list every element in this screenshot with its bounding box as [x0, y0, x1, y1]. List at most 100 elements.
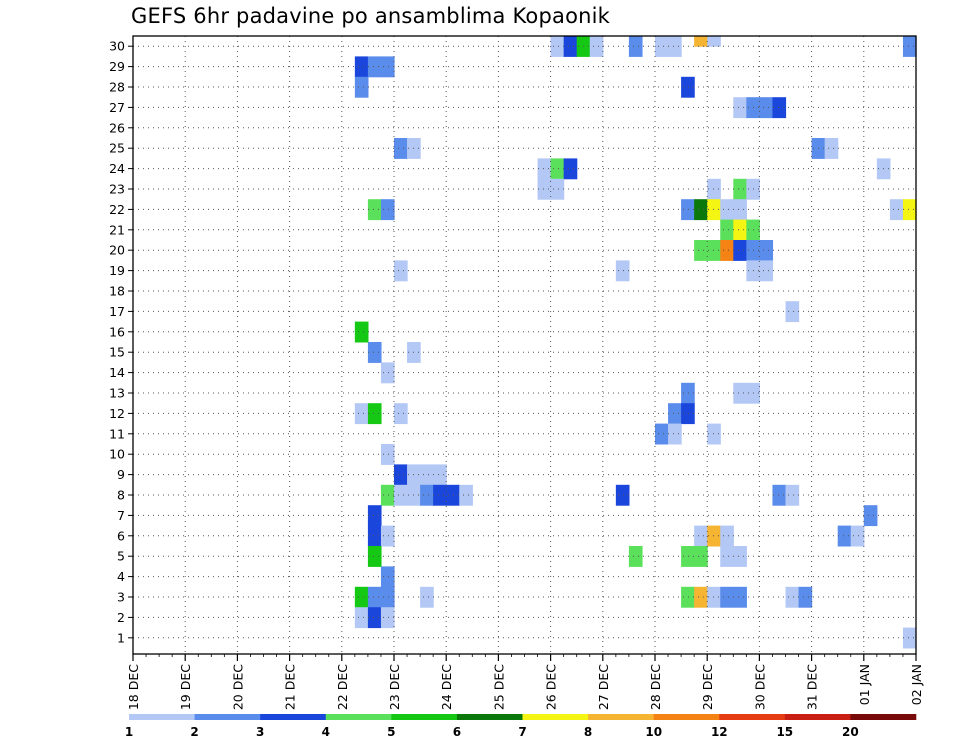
x-tick-label: 20 DEC	[230, 664, 245, 710]
heat-cell	[380, 586, 395, 608]
heat-cell	[420, 484, 434, 506]
heat-cell	[720, 586, 734, 608]
heat-cell	[759, 260, 774, 282]
cells-layer	[354, 36, 917, 649]
y-tick-label: 15	[109, 345, 125, 360]
heat-cell	[668, 403, 682, 425]
heat-cell	[354, 403, 369, 425]
heat-cell	[733, 97, 747, 119]
heat-cell	[707, 423, 721, 445]
heat-cell	[902, 199, 917, 221]
heat-cell	[367, 586, 382, 608]
x-tick-label: 01 JAN	[857, 664, 872, 705]
heat-cell	[681, 199, 695, 221]
legend-swatch	[260, 714, 327, 720]
y-tick-label: 29	[109, 59, 125, 74]
heat-cell	[759, 97, 774, 119]
heat-cell	[380, 566, 395, 588]
heat-cell	[720, 219, 734, 241]
heat-cell	[550, 36, 565, 57]
legend-swatch	[653, 714, 720, 720]
y-tick-label: 30	[109, 39, 125, 54]
heat-cell	[707, 178, 721, 200]
heat-cell	[785, 586, 800, 608]
legend-swatch	[391, 714, 458, 720]
heat-cell	[863, 505, 878, 527]
heat-cell	[733, 382, 747, 404]
heat-cell	[733, 586, 747, 608]
x-tick-label: 02 JAN	[909, 664, 924, 705]
heat-cell	[354, 586, 369, 608]
heat-cell	[550, 158, 565, 180]
legend-label: 12	[711, 725, 728, 739]
heat-cell	[694, 199, 708, 221]
y-tick-label: 13	[109, 386, 125, 401]
legend-label: 5	[387, 725, 395, 739]
x-tick-label: 19 DEC	[178, 664, 193, 710]
heat-cell	[772, 97, 787, 119]
heat-cell	[367, 56, 382, 78]
heat-cell	[354, 76, 369, 98]
chart-title: GEFS 6hr padavine po ansamblima Kopaonik	[131, 4, 611, 28]
heat-cell	[733, 546, 747, 567]
y-tick-label: 6	[117, 528, 125, 543]
y-tick-label: 17	[109, 304, 125, 319]
heat-cell	[420, 464, 434, 486]
heat-cell	[380, 362, 395, 384]
y-axis: 1234567891011121314151617181920212223242…	[109, 39, 133, 645]
y-tick-label: 9	[117, 467, 125, 482]
x-tick-label: 22 DEC	[335, 664, 350, 710]
heat-cell	[459, 484, 473, 506]
x-tick-label: 31 DEC	[805, 664, 820, 710]
y-tick-label: 14	[109, 365, 125, 380]
x-tick-label: 18 DEC	[126, 664, 141, 710]
heat-cell	[628, 36, 643, 57]
heat-cell	[354, 56, 369, 78]
heat-cell	[354, 607, 369, 629]
x-tick-label: 26 DEC	[544, 664, 559, 710]
y-tick-label: 19	[109, 263, 125, 278]
heat-cell	[655, 423, 669, 445]
heat-cell	[772, 484, 787, 506]
y-tick-label: 16	[109, 324, 125, 339]
y-tick-label: 22	[109, 202, 125, 217]
heat-cell	[380, 484, 395, 506]
y-tick-label: 27	[109, 100, 125, 115]
legend-swatch	[719, 714, 786, 720]
y-tick-label: 11	[109, 426, 125, 441]
heat-cell	[668, 423, 682, 445]
heat-cell	[824, 138, 839, 159]
heat-cell	[681, 76, 695, 98]
heat-cell	[681, 546, 695, 567]
heat-cell	[380, 56, 395, 78]
y-tick-label: 24	[109, 161, 125, 176]
heat-cell	[367, 342, 382, 363]
legend-swatch	[325, 714, 392, 720]
heat-cell	[367, 505, 382, 527]
y-tick-label: 8	[117, 488, 125, 503]
heat-cell	[694, 525, 708, 547]
heat-cell	[537, 158, 552, 180]
legend: 1 2 3 4 5 6 7 8 10 12 15 20	[125, 714, 917, 739]
legend-swatch	[784, 714, 851, 720]
legend-label: 15	[776, 725, 793, 739]
y-tick-label: 1	[117, 630, 125, 645]
heat-cell	[733, 178, 747, 200]
heat-cell	[589, 36, 604, 57]
heat-cell	[707, 240, 721, 261]
heat-cell	[394, 464, 408, 486]
y-tick-label: 20	[109, 243, 125, 258]
y-tick-label: 10	[109, 447, 125, 462]
heat-cell	[707, 36, 721, 47]
x-tick-label: 27 DEC	[596, 664, 611, 710]
heat-cell	[420, 586, 434, 608]
legend-label: 6	[453, 725, 461, 739]
heat-cell	[733, 219, 747, 241]
legend-label: 1	[125, 725, 133, 739]
heat-cell	[394, 484, 408, 506]
legend-swatch	[194, 714, 261, 720]
heat-cell	[433, 484, 447, 506]
heat-cell	[615, 260, 630, 282]
heat-cell	[902, 36, 917, 57]
